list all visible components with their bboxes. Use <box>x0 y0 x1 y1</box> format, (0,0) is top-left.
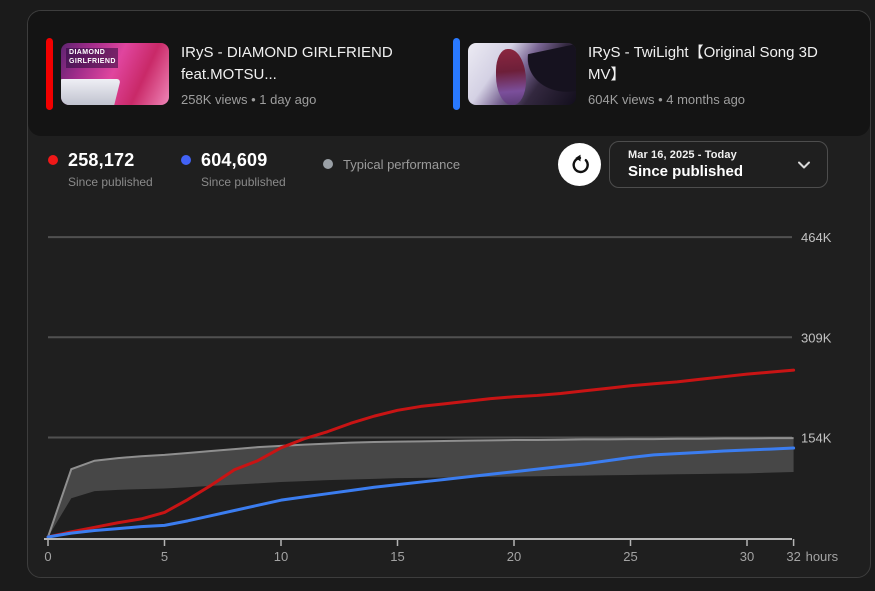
videos-header: DIAMOND GIRLFRIEND IRyS - DIAMOND GIRLFR… <box>28 11 870 136</box>
thumbnail-car-art <box>61 79 121 105</box>
thumbnail-character-art <box>496 49 526 105</box>
svg-text:32: 32 <box>786 549 800 564</box>
svg-text:154K: 154K <box>801 430 832 445</box>
svg-text:5: 5 <box>161 549 168 564</box>
performance-line-chart[interactable]: 154K 309K 464K 0 5 10 15 20 25 30 32 hours <box>0 190 875 585</box>
thumbnail-wing-art <box>519 43 576 105</box>
svg-text:15: 15 <box>390 549 404 564</box>
refresh-button[interactable] <box>558 143 601 186</box>
video-thumbnail-2 <box>468 43 576 105</box>
refresh-icon <box>571 154 589 173</box>
svg-text:25: 25 <box>623 549 637 564</box>
video-card-1[interactable]: DIAMOND GIRLFRIEND IRyS - DIAMOND GIRLFR… <box>46 28 431 120</box>
svg-text:10: 10 <box>274 549 288 564</box>
svg-text:20: 20 <box>507 549 521 564</box>
legend-dot-blue <box>181 155 191 165</box>
video-thumbnail-1: DIAMOND GIRLFRIEND <box>61 43 169 105</box>
legend-value-1: 258,172 <box>68 150 135 170</box>
date-range-dropdown[interactable]: Mar 16, 2025 - Today Since published <box>609 141 828 188</box>
video-title-1: IRyS - DIAMOND GIRLFRIEND feat.MOTSU... <box>181 43 393 84</box>
video-meta-1: 258K views • 1 day ago <box>181 91 317 107</box>
series-accent-blue <box>453 38 460 110</box>
legend-sublabel-2: Since published <box>201 175 286 189</box>
legend-sublabel-1: Since published <box>68 175 153 189</box>
video-card-2[interactable]: IRyS - TwiLight【Original Song 3D MV】 604… <box>453 28 838 120</box>
date-range-label: Mar 16, 2025 - Today <box>628 149 737 161</box>
svg-text:hours: hours <box>806 549 839 564</box>
legend-item-typical: Typical performance <box>323 154 460 172</box>
svg-text:464K: 464K <box>801 230 832 245</box>
series-accent-red <box>46 38 53 110</box>
video-title-2: IRyS - TwiLight【Original Song 3D MV】 <box>588 43 818 84</box>
legend-dot-gray <box>323 159 333 169</box>
legend-value-2: 604,609 <box>201 150 268 170</box>
svg-text:30: 30 <box>740 549 754 564</box>
svg-text:0: 0 <box>44 549 51 564</box>
thumbnail-title-art: DIAMOND GIRLFRIEND <box>66 48 118 68</box>
legend-label-typical: Typical performance <box>343 157 461 172</box>
legend-item-video-1: 258,172 Since published <box>48 150 153 189</box>
legend-dot-red <box>48 155 58 165</box>
legend-item-video-2: 604,609 Since published <box>181 150 286 189</box>
video-meta-2: 604K views • 4 months ago <box>588 91 746 107</box>
chevron-down-icon <box>798 161 810 168</box>
range-mode-label: Since published <box>628 163 744 180</box>
svg-text:309K: 309K <box>801 330 832 345</box>
